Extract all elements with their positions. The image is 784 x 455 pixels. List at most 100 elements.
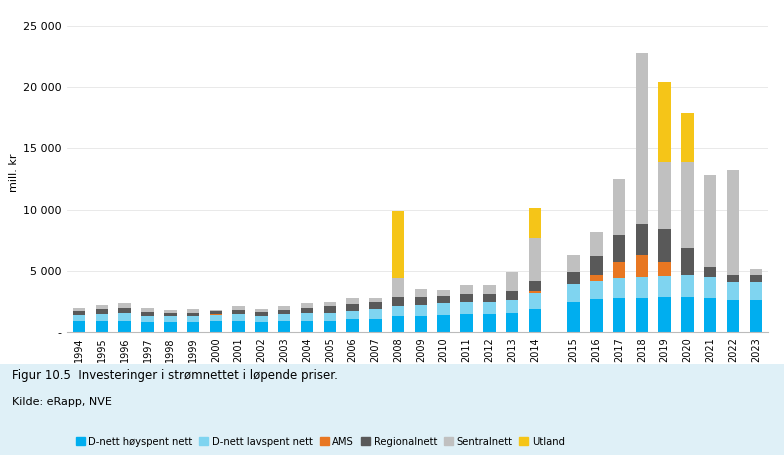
- Bar: [324, 302, 336, 306]
- Bar: [636, 277, 648, 298]
- Bar: [727, 300, 739, 332]
- Bar: [301, 308, 314, 313]
- Bar: [528, 208, 541, 238]
- Bar: [392, 316, 405, 332]
- Bar: [506, 313, 518, 332]
- Bar: [118, 303, 131, 308]
- Bar: [278, 306, 290, 310]
- Bar: [255, 322, 267, 332]
- Bar: [232, 306, 245, 310]
- Bar: [704, 267, 717, 277]
- Bar: [209, 310, 222, 311]
- Bar: [437, 315, 450, 332]
- Bar: [704, 175, 717, 267]
- Bar: [659, 263, 671, 276]
- Y-axis label: mill. kr: mill. kr: [9, 154, 19, 192]
- Bar: [528, 238, 541, 281]
- Bar: [613, 179, 626, 235]
- Bar: [369, 302, 382, 309]
- Bar: [278, 310, 290, 314]
- Bar: [347, 298, 359, 304]
- Bar: [460, 293, 473, 302]
- Bar: [590, 232, 603, 256]
- Bar: [568, 284, 580, 302]
- Bar: [141, 308, 154, 312]
- Bar: [659, 297, 671, 332]
- Bar: [392, 211, 405, 278]
- Bar: [460, 285, 473, 293]
- Bar: [506, 290, 518, 300]
- Bar: [528, 293, 541, 309]
- Bar: [636, 255, 648, 277]
- Bar: [73, 315, 85, 321]
- Bar: [636, 298, 648, 332]
- Bar: [255, 316, 267, 322]
- Bar: [96, 304, 108, 309]
- Bar: [141, 322, 154, 332]
- Bar: [681, 162, 694, 248]
- Text: Figur 10.5  Investeringer i strømnettet i løpende priser.: Figur 10.5 Investeringer i strømnettet i…: [12, 369, 338, 382]
- Bar: [347, 311, 359, 319]
- Bar: [483, 314, 495, 332]
- Bar: [727, 171, 739, 274]
- Bar: [369, 318, 382, 332]
- Bar: [483, 293, 495, 302]
- Bar: [636, 53, 648, 224]
- Bar: [278, 314, 290, 321]
- Bar: [141, 312, 154, 316]
- Bar: [568, 272, 580, 284]
- Bar: [681, 274, 694, 297]
- Bar: [301, 303, 314, 308]
- Bar: [324, 320, 336, 332]
- Bar: [96, 309, 108, 314]
- Bar: [209, 311, 222, 314]
- Bar: [659, 162, 671, 229]
- Bar: [415, 304, 427, 316]
- Bar: [369, 298, 382, 302]
- Bar: [392, 278, 405, 297]
- Bar: [209, 314, 222, 315]
- Bar: [392, 297, 405, 306]
- Bar: [73, 321, 85, 332]
- Bar: [187, 316, 199, 322]
- Bar: [164, 316, 176, 322]
- Bar: [437, 303, 450, 315]
- Legend: D-nett høyspent nett, D-nett lavspent nett, AMS, Regionalnett, Sentralnett, Utla: D-nett høyspent nett, D-nett lavspent ne…: [71, 433, 569, 451]
- Bar: [73, 308, 85, 311]
- Bar: [232, 321, 245, 332]
- Bar: [347, 319, 359, 332]
- Bar: [506, 272, 518, 290]
- Bar: [568, 255, 580, 272]
- Bar: [750, 275, 762, 282]
- Bar: [232, 310, 245, 314]
- Bar: [164, 310, 176, 313]
- Bar: [164, 322, 176, 332]
- Bar: [324, 306, 336, 313]
- Bar: [636, 224, 648, 255]
- Bar: [613, 235, 626, 263]
- Bar: [659, 276, 671, 297]
- Bar: [415, 289, 427, 297]
- Bar: [460, 314, 473, 332]
- Bar: [483, 285, 495, 293]
- Bar: [659, 229, 671, 263]
- Text: Kilde: eRapp, NVE: Kilde: eRapp, NVE: [12, 397, 111, 407]
- Bar: [187, 309, 199, 313]
- Bar: [659, 82, 671, 162]
- Bar: [73, 311, 85, 315]
- Bar: [506, 300, 518, 313]
- Bar: [528, 309, 541, 332]
- Bar: [96, 320, 108, 332]
- Bar: [727, 282, 739, 300]
- Bar: [750, 282, 762, 300]
- Bar: [750, 269, 762, 275]
- Bar: [568, 302, 580, 332]
- Bar: [392, 306, 405, 316]
- Bar: [96, 314, 108, 320]
- Bar: [590, 274, 603, 281]
- Bar: [118, 320, 131, 332]
- Bar: [437, 290, 450, 296]
- Bar: [301, 313, 314, 320]
- Bar: [613, 298, 626, 332]
- Bar: [483, 302, 495, 314]
